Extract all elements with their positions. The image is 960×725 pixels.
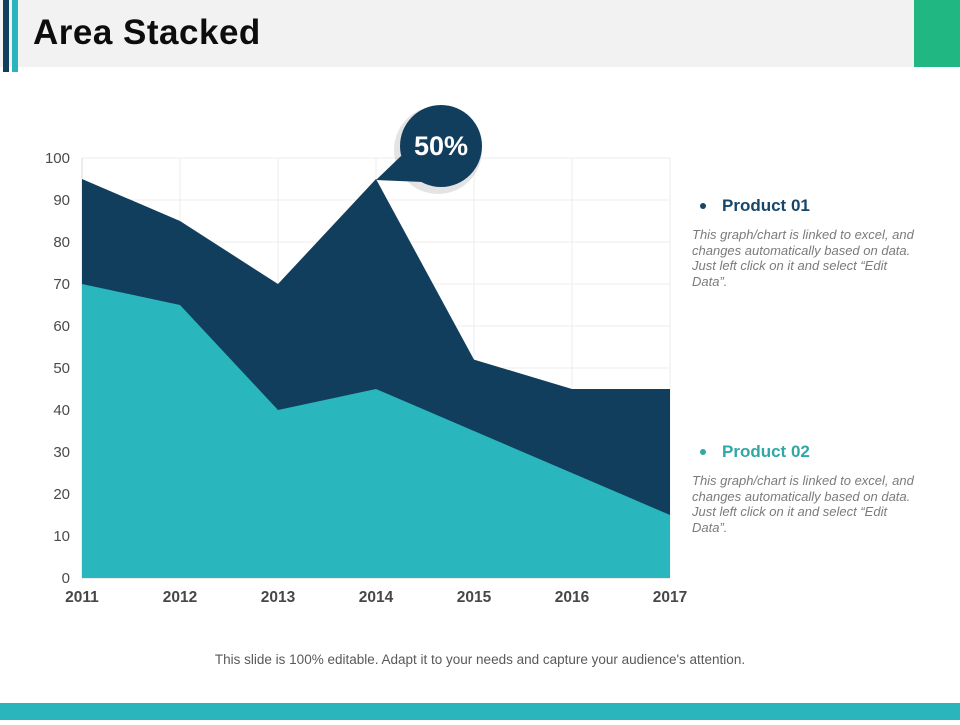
legend-label: Product 01 [722, 196, 810, 215]
x-tick-label: 2012 [163, 589, 197, 606]
legend-description: This graph/chart is linked to excel, and… [692, 227, 914, 289]
slide-header: Area Stacked [0, 0, 960, 72]
area-product-02 [82, 284, 670, 578]
y-tick-label: 100 [45, 150, 70, 167]
callout-label: 50% [414, 131, 468, 161]
y-tick-label: 90 [53, 192, 70, 209]
accent-stripe-teal [12, 0, 18, 72]
callout-bubble [400, 105, 482, 187]
footer-caption: This slide is 100% editable. Adapt it to… [214, 652, 746, 667]
y-tick-label: 70 [53, 276, 70, 293]
x-tick-label: 2013 [261, 589, 296, 606]
x-tick-label: 2015 [457, 589, 492, 606]
bottom-accent-bar [0, 703, 960, 720]
legend-item-product-01: Product 01 This graph/chart is linked to… [692, 196, 924, 289]
callout-tail [376, 156, 423, 182]
y-tick-label: 30 [53, 444, 70, 461]
page-title: Area Stacked [33, 13, 261, 52]
y-tick-label: 80 [53, 234, 70, 251]
accent-stripe-navy [3, 0, 9, 72]
y-tick-label: 60 [53, 318, 70, 335]
y-tick-label: 10 [53, 528, 70, 545]
y-tick-label: 20 [53, 486, 70, 503]
corner-accent-block [914, 0, 960, 67]
legend-description: This graph/chart is linked to excel, and… [692, 473, 914, 535]
bullet-dot-icon [700, 449, 706, 455]
y-tick-label: 40 [53, 402, 70, 419]
y-tick-label: 50 [53, 360, 70, 377]
legend-label: Product 02 [722, 442, 810, 461]
y-tick-label: 0 [62, 570, 70, 587]
x-tick-label: 2011 [65, 589, 99, 606]
bullet-dot-icon [700, 203, 706, 209]
legend-item-product-02: Product 02 This graph/chart is linked to… [692, 442, 924, 535]
x-tick-label: 2017 [653, 589, 687, 606]
x-tick-label: 2016 [555, 589, 590, 606]
x-tick-label: 2014 [359, 589, 394, 606]
